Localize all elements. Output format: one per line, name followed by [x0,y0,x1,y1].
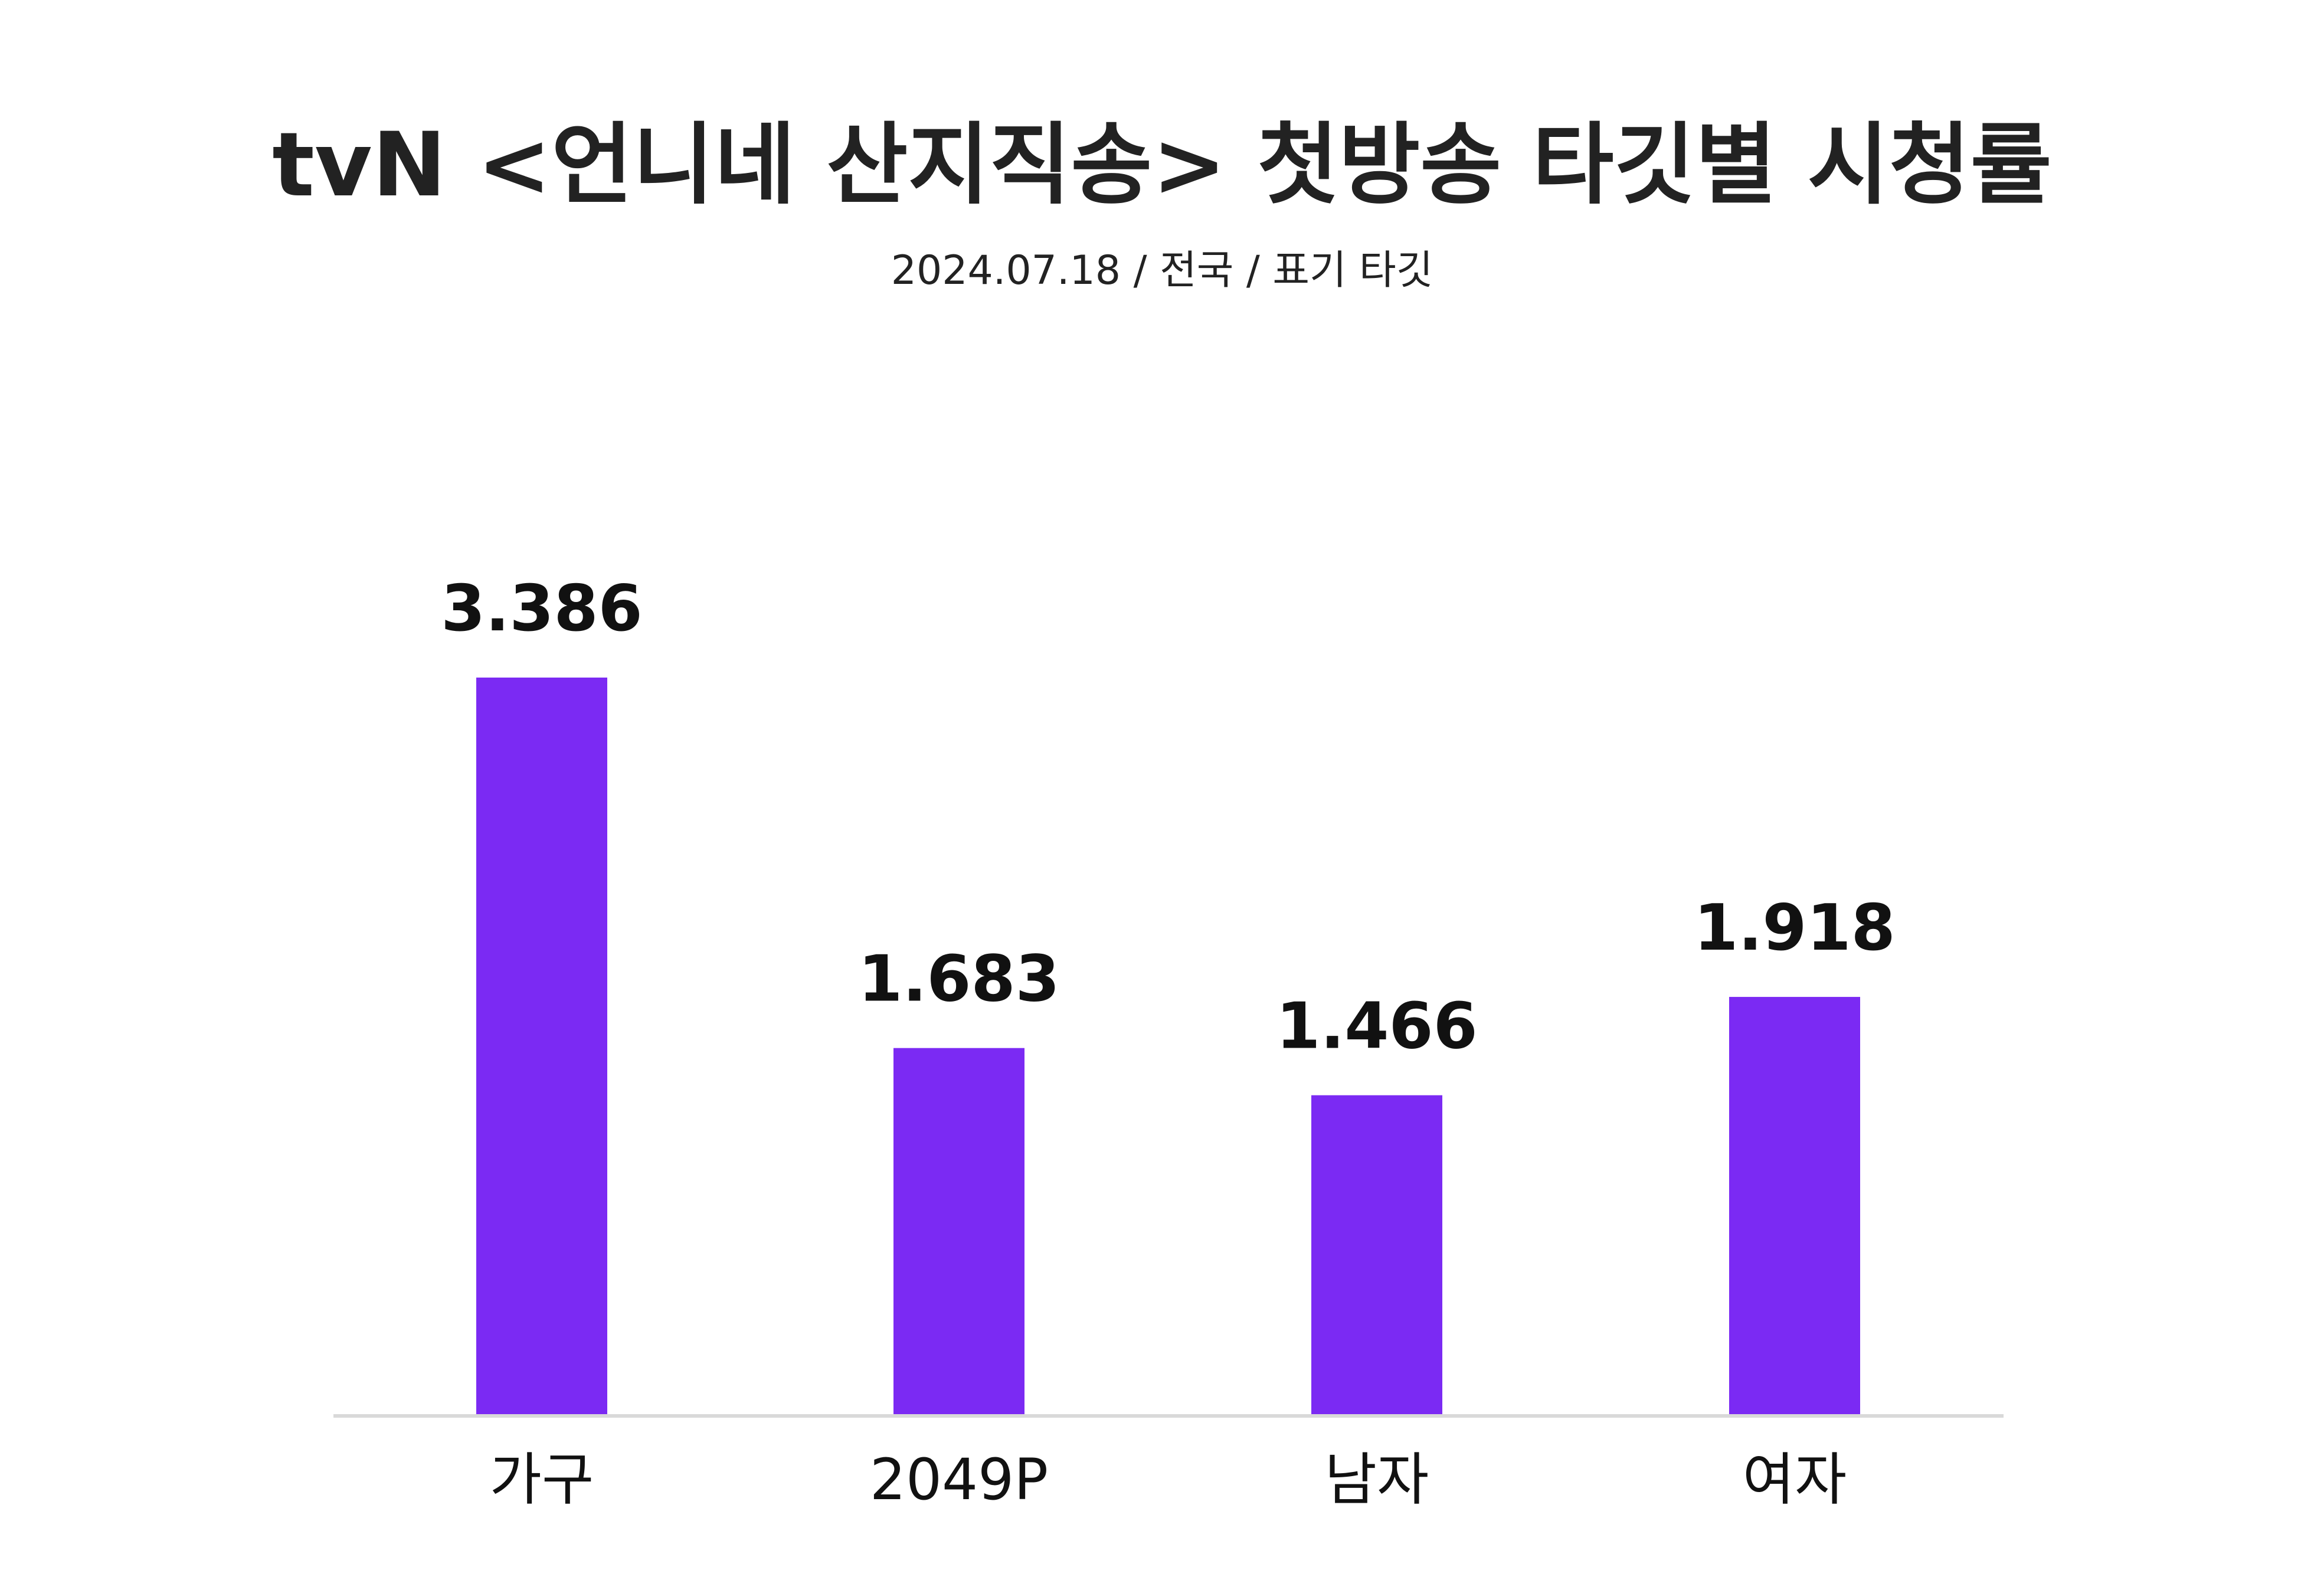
value-label-2: 1.683 [858,943,1060,1016]
category-label-1: 가구 [490,1447,594,1513]
labels-layer: 3.386 가구 1.683 2049P 1.466 남자 1.918 여자 [441,572,1896,1513]
category-label-2: 2049P [870,1447,1048,1513]
chart-subtitle: 2024.07.18 / 전국 / 표기 타깃 [891,247,1433,294]
value-label-3: 1.466 [1276,990,1478,1064]
bars-layer [476,678,1860,1414]
category-label-3: 남자 [1325,1447,1429,1513]
bar-4 [1729,997,1860,1414]
value-label-4: 1.918 [1694,891,1896,965]
bar-1 [476,678,607,1414]
chart-title: tvN <언니네 산지직송> 첫방송 타깃별 시청률 [272,114,2052,217]
bar-3 [1311,1095,1442,1414]
value-label-1: 3.386 [441,572,643,646]
category-label-4: 여자 [1743,1447,1847,1513]
bar-2 [893,1048,1024,1414]
